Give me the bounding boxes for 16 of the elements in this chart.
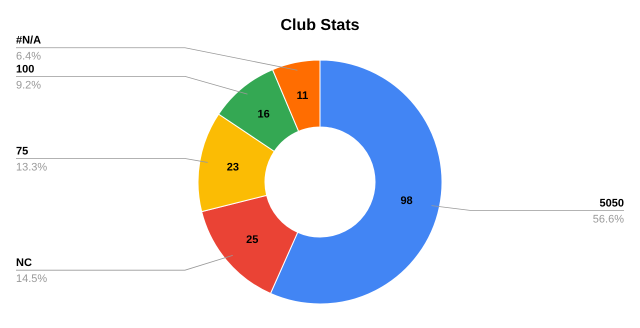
text: 9.2% — [16, 79, 42, 92]
data-label: 98 — [400, 195, 413, 208]
slice-label: 75 — [16, 145, 28, 158]
text: 13.3% — [16, 161, 48, 174]
slice-label: 100 — [16, 63, 34, 76]
slice-label: 5050 — [600, 197, 624, 210]
text: 56.6% — [592, 213, 624, 226]
chart-title: Club Stats — [280, 17, 360, 34]
slice-label: #N/A — [16, 34, 42, 47]
text: 6.4% — [16, 50, 42, 63]
data-label: 16 — [258, 108, 270, 121]
data-label: 23 — [226, 162, 239, 174]
text: 14.5% — [16, 273, 48, 286]
data-label: 25 — [246, 234, 258, 246]
slice-label: NC — [16, 257, 32, 270]
data-label: 11 — [296, 90, 308, 102]
